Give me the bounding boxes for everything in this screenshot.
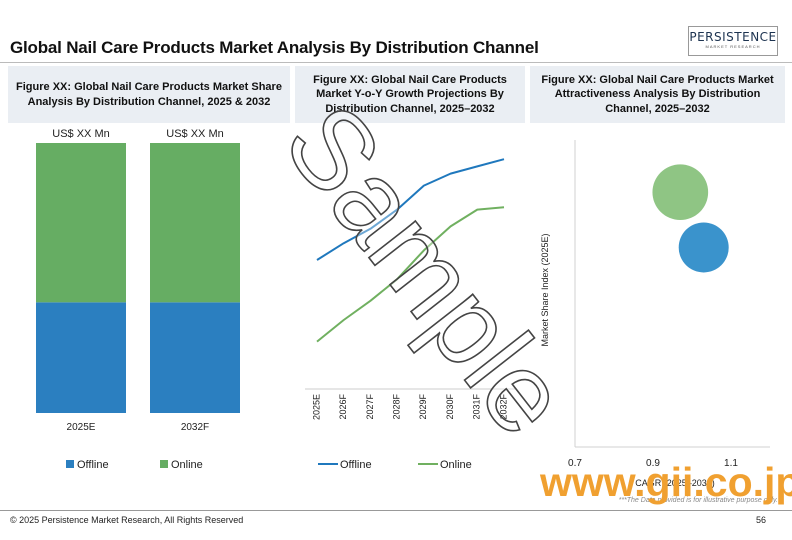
bubble <box>678 222 729 273</box>
logo: PERSISTENCE MARKET RESEARCH <box>688 26 778 56</box>
x-tick-label: 2028F <box>392 394 402 420</box>
x-tick-label: 2026F <box>338 394 348 420</box>
logo-name: PERSISTENCE <box>689 30 777 44</box>
x-tick-label: 1.1 <box>724 458 738 469</box>
divider <box>0 510 792 511</box>
bubble <box>652 164 709 221</box>
disclaimer: ***The Data provided is for illustrative… <box>618 497 778 504</box>
x-tick-label: 2030F <box>445 394 455 420</box>
line <box>316 158 505 261</box>
legend-label: Online <box>171 459 203 471</box>
footer: © 2025 Persistence Market Research, All … <box>10 515 244 525</box>
legend-swatch <box>160 460 168 468</box>
bar-segment <box>36 302 126 413</box>
x-tick-label: 2025E <box>67 422 96 433</box>
panel-title: Figure XX: Global Nail Care Products Mar… <box>530 66 785 123</box>
slide-title: Global Nail Care Products Market Analysi… <box>10 38 539 57</box>
panel-title: Figure XX: Global Nail Care Products Mar… <box>295 66 525 123</box>
legend-label: Offline <box>77 459 109 471</box>
divider <box>0 62 792 63</box>
x-tick-label: 2029F <box>418 394 428 420</box>
x-tick-label: 2031F <box>472 394 482 420</box>
x-tick-label: 2032F <box>181 422 209 433</box>
x-tick-label: 0.7 <box>568 458 582 469</box>
total-label: US$ XX Mn <box>166 128 223 140</box>
x-tick-label: 2032F <box>498 394 508 420</box>
legend-label: Offline <box>340 459 372 471</box>
line <box>316 206 505 343</box>
bar-segment <box>150 302 240 413</box>
bar-segment <box>150 143 240 303</box>
page-number: 56 <box>755 515 766 525</box>
bar-segment <box>36 143 126 303</box>
legend-label: Online <box>440 459 472 471</box>
x-axis-label: CAGR (2025–2032) <box>635 478 715 488</box>
x-tick-label: 2025E <box>311 394 321 420</box>
legend-swatch <box>66 460 74 468</box>
x-tick-label: 0.9 <box>646 458 660 469</box>
total-label: US$ XX Mn <box>52 128 109 140</box>
y-axis-label: Market Share Index (2025E) <box>540 233 550 346</box>
x-tick-label: 2027F <box>365 394 375 420</box>
panel-title: Figure XX: Global Nail Care Products Mar… <box>8 66 290 123</box>
logo-tagline: MARKET RESEARCH <box>705 44 761 49</box>
